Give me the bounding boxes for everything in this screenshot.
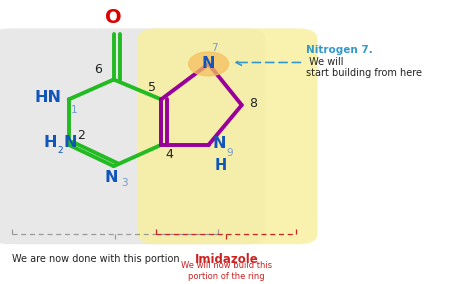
Text: N: N: [212, 136, 226, 151]
Text: 9: 9: [227, 148, 233, 158]
Text: 2: 2: [77, 129, 85, 142]
Text: 3: 3: [121, 178, 128, 187]
Text: H: H: [44, 135, 57, 150]
Text: 4: 4: [165, 148, 173, 161]
Text: 2: 2: [57, 146, 63, 155]
Text: N: N: [105, 170, 118, 185]
Text: HN: HN: [35, 91, 62, 105]
Text: We will
start building from here: We will start building from here: [306, 57, 422, 78]
Text: Nitrogen 7.: Nitrogen 7.: [306, 45, 373, 55]
Text: 6: 6: [94, 63, 102, 76]
Text: We will now build this
portion of the ring: We will now build this portion of the ri…: [181, 261, 272, 281]
Text: Imidazole: Imidazole: [194, 253, 258, 266]
Text: N: N: [202, 56, 215, 70]
Text: 5: 5: [148, 81, 156, 94]
Circle shape: [189, 52, 228, 76]
Text: 7: 7: [211, 43, 218, 53]
Text: 8: 8: [249, 97, 257, 110]
Text: O: O: [105, 8, 122, 27]
Text: N: N: [63, 135, 76, 150]
Text: We are now done with this portion: We are now done with this portion: [12, 254, 180, 264]
FancyBboxPatch shape: [0, 28, 265, 244]
FancyBboxPatch shape: [137, 28, 318, 244]
Text: 1: 1: [71, 105, 78, 115]
Text: H: H: [214, 158, 227, 174]
